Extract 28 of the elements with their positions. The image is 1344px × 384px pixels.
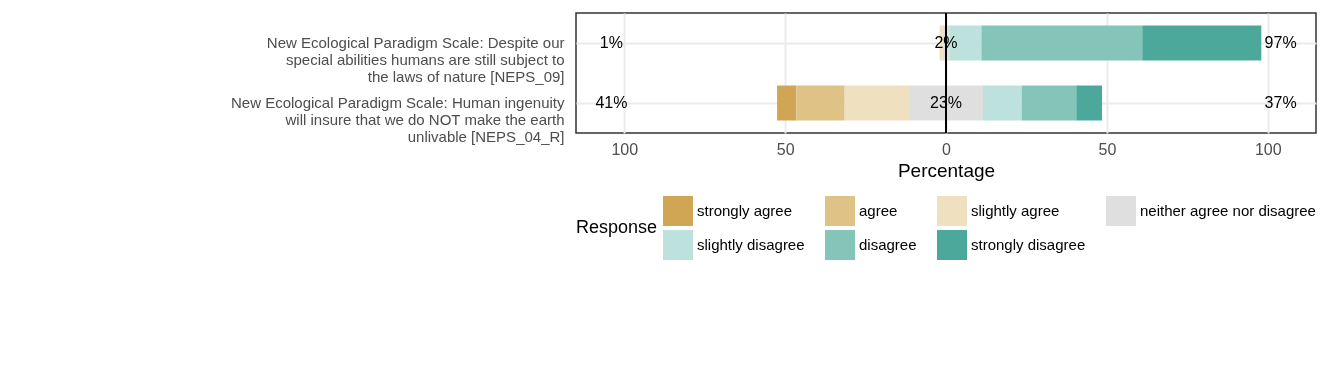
x-tick-label: 50 xyxy=(776,140,795,158)
legend-label: neither agree nor disagree xyxy=(1140,202,1316,219)
legend-label: strongly agree xyxy=(697,202,793,219)
bar xyxy=(983,85,1022,121)
legend-label: strongly disagree xyxy=(971,236,1086,253)
y-tick-label: New Ecological Paradigm Scale: Human ingenuity will insure that we do NOT make the earth unlivable [NEPS_04_R] xyxy=(230,94,565,145)
annotation: 41% xyxy=(595,94,628,111)
annotation: 1% xyxy=(599,34,623,51)
legend-label: disagree xyxy=(859,236,917,253)
bar xyxy=(796,85,845,121)
x-tick-label: 100 xyxy=(1254,140,1282,158)
bar xyxy=(1142,25,1262,61)
annotation: 37% xyxy=(1264,94,1297,111)
bar xyxy=(1021,85,1077,121)
y-tick-label: New Ecological Paradigm Scale: Despite our special abilities humans are still subject to the laws of nature [NEPS_09] xyxy=(266,34,565,85)
x-tick-label: 50 xyxy=(1098,140,1117,158)
bar xyxy=(981,25,1143,61)
x-tick-label: 100 xyxy=(611,140,639,158)
legend-label: slightly disagree xyxy=(697,236,805,253)
legend-label: agree xyxy=(859,202,898,219)
legend-label: slightly agree xyxy=(971,202,1060,219)
bar xyxy=(844,85,909,121)
x-tick-label: 0 xyxy=(942,140,952,158)
annotation: 97% xyxy=(1264,34,1297,51)
x-axis-title: Percentage xyxy=(897,159,996,181)
bar xyxy=(1076,85,1103,121)
bar xyxy=(777,85,797,121)
legend-title: Response xyxy=(576,217,658,237)
